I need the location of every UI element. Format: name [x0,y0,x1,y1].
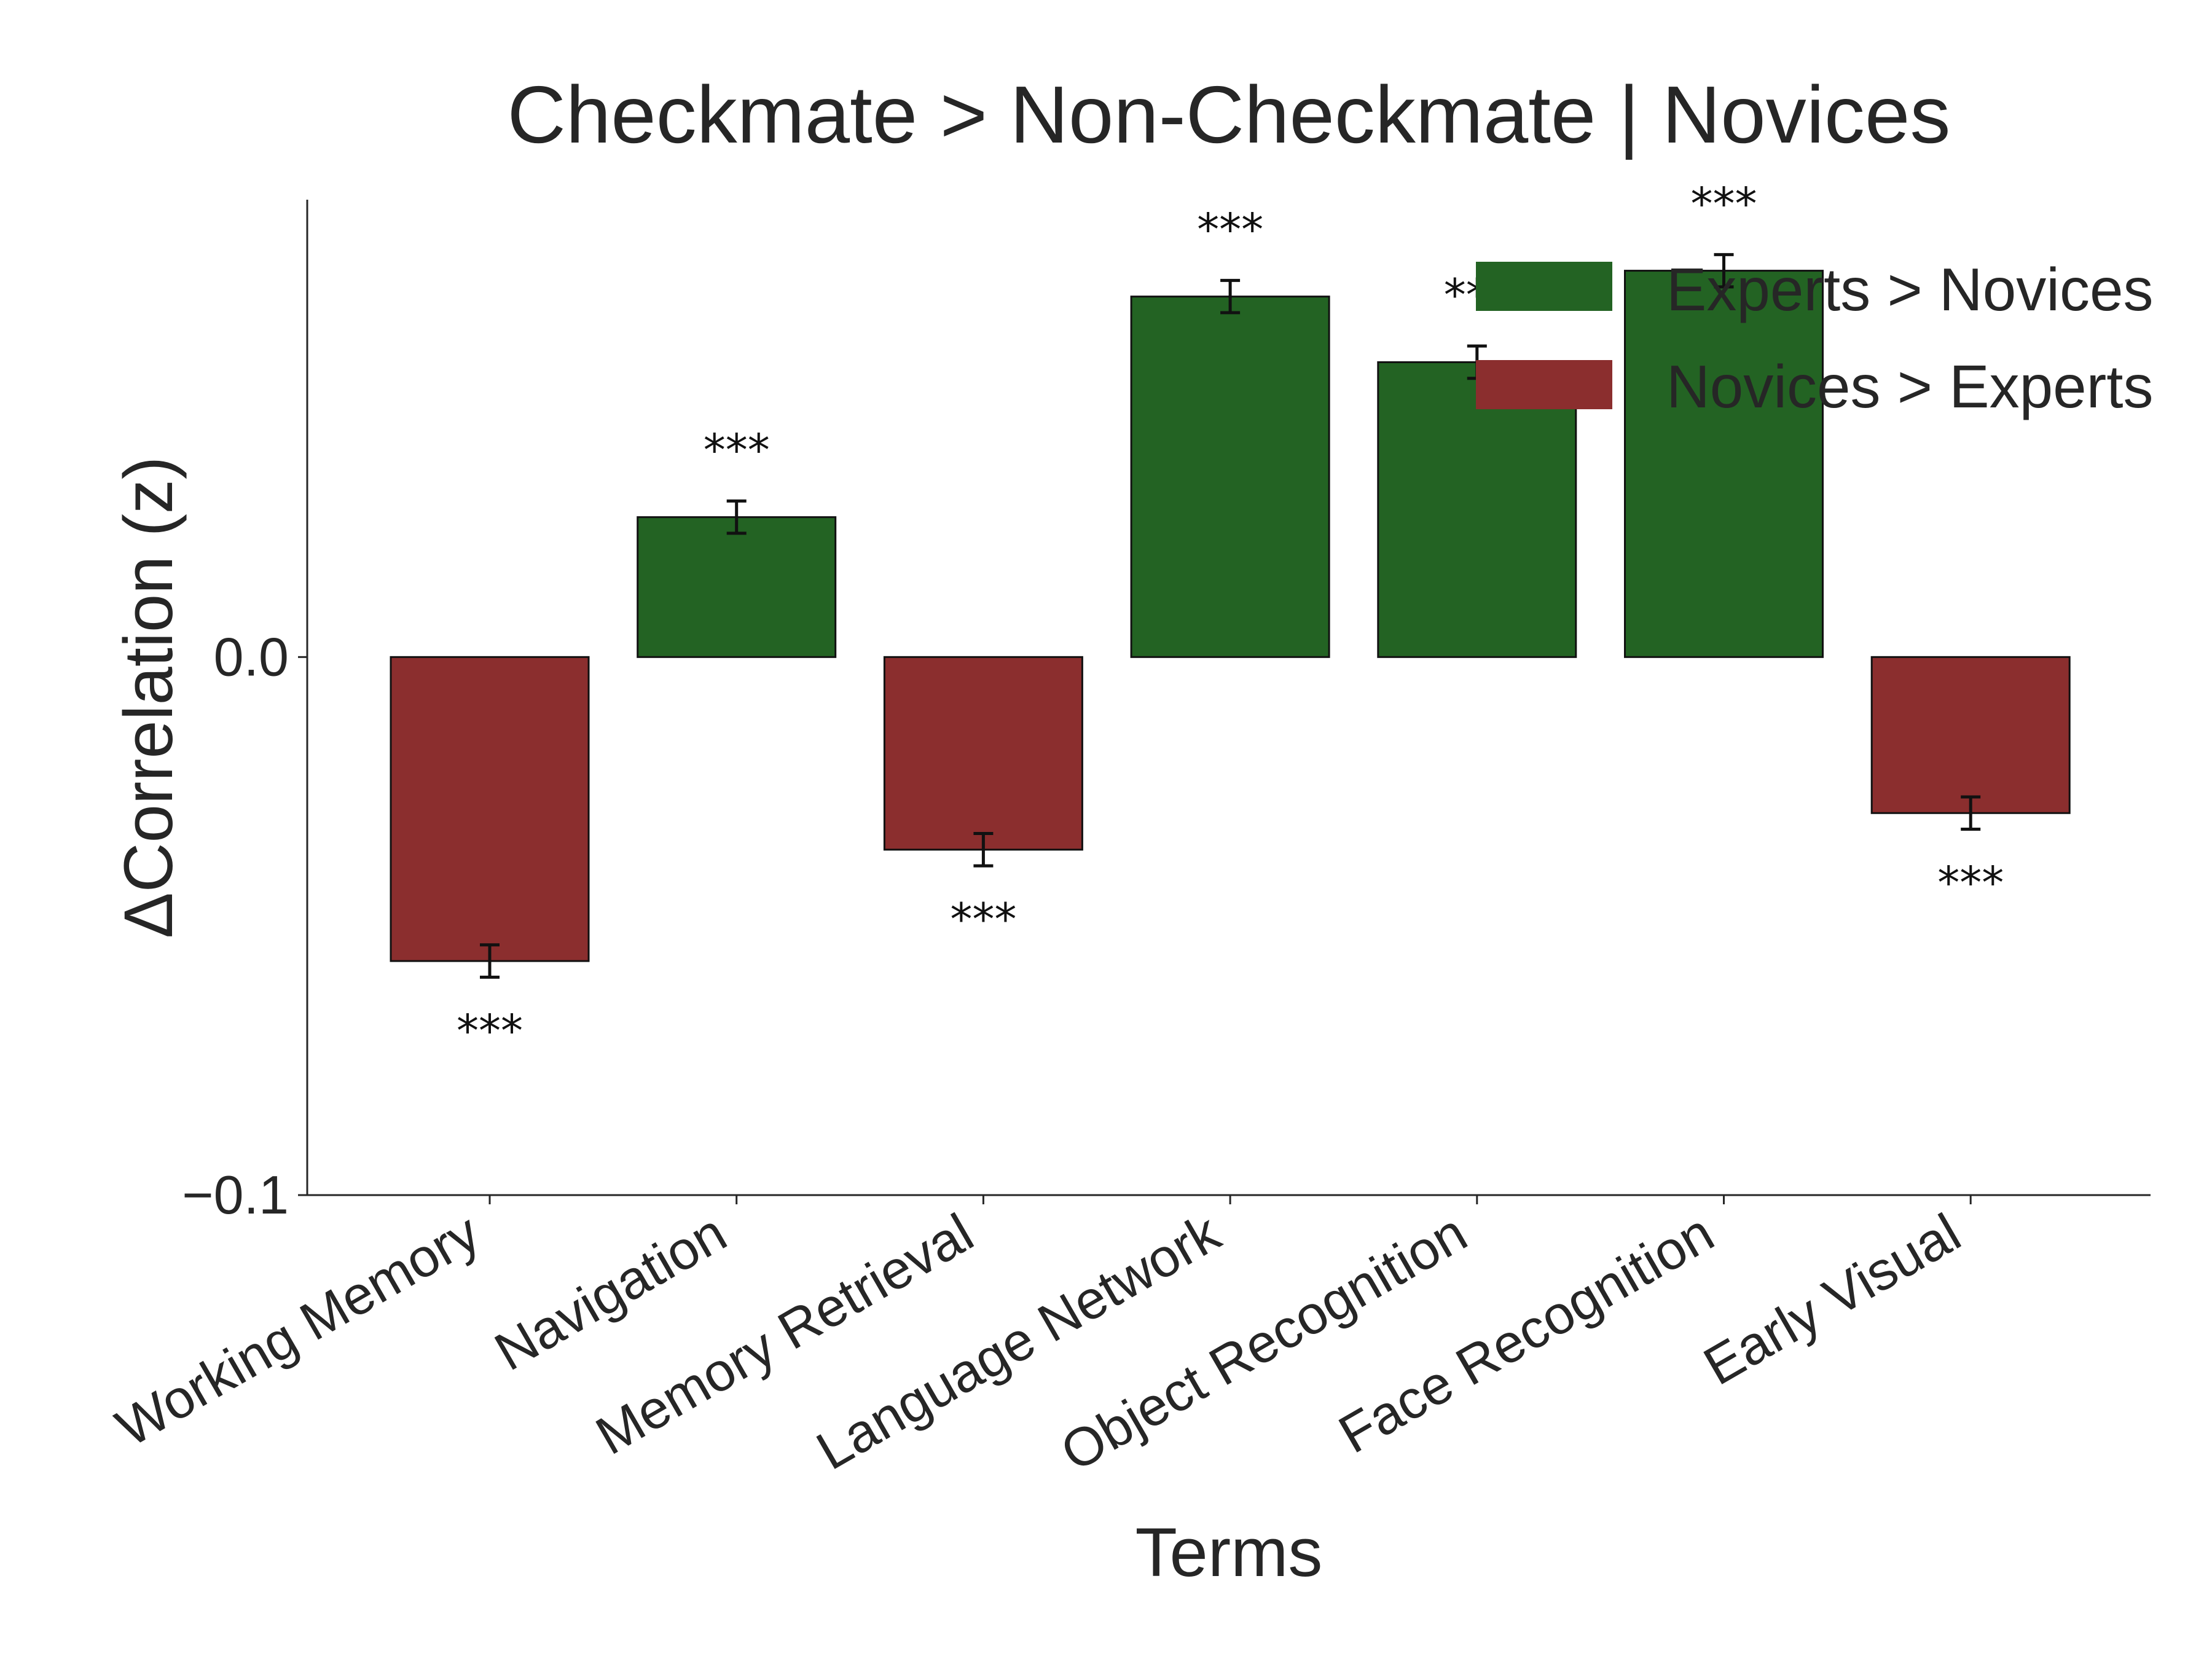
x-tick-label-3: Language Network [806,1201,1230,1481]
y-ticks-group: 0.0 −0.1 [182,626,307,1225]
significance-label-3: *** [1197,203,1263,255]
bar-1 [637,516,837,658]
chart-title: Checkmate > Non-Checkmate | Novices [508,69,1951,160]
bars-group [390,270,2071,962]
bar-6 [1870,656,2071,814]
x-tick-label-6: Early Visual [1693,1202,1970,1397]
legend: Experts > Novices Novices > Experts [1476,256,2153,420]
significance-label-5: *** [1691,178,1757,229]
y-axis-label: ΔCorrelation (z) [110,457,187,938]
bar-5 [1624,270,1824,658]
bar-4 [1377,361,1577,658]
legend-label-experts: Experts > Novices [1666,256,2153,323]
legend-label-novices: Novices > Experts [1666,353,2153,420]
bar-0 [390,656,590,962]
x-tick-label-0: Working Memory [106,1202,489,1458]
x-axis-label: Terms [1135,1514,1323,1591]
y-tick-label-1: −0.1 [182,1164,289,1225]
y-tick-label-0: 0.0 [214,626,289,687]
significance-label-0: *** [457,1005,523,1056]
significance-label-2: *** [950,893,1016,945]
legend-swatch-novices [1476,360,1612,409]
significance-label-6: *** [1937,857,2004,909]
bar-2 [883,656,1083,851]
significance-label-1: *** [704,424,770,476]
x-tick-label-4: Object Recognition [1051,1202,1477,1483]
bar-3 [1130,296,1330,658]
legend-swatch-experts [1476,262,1612,311]
